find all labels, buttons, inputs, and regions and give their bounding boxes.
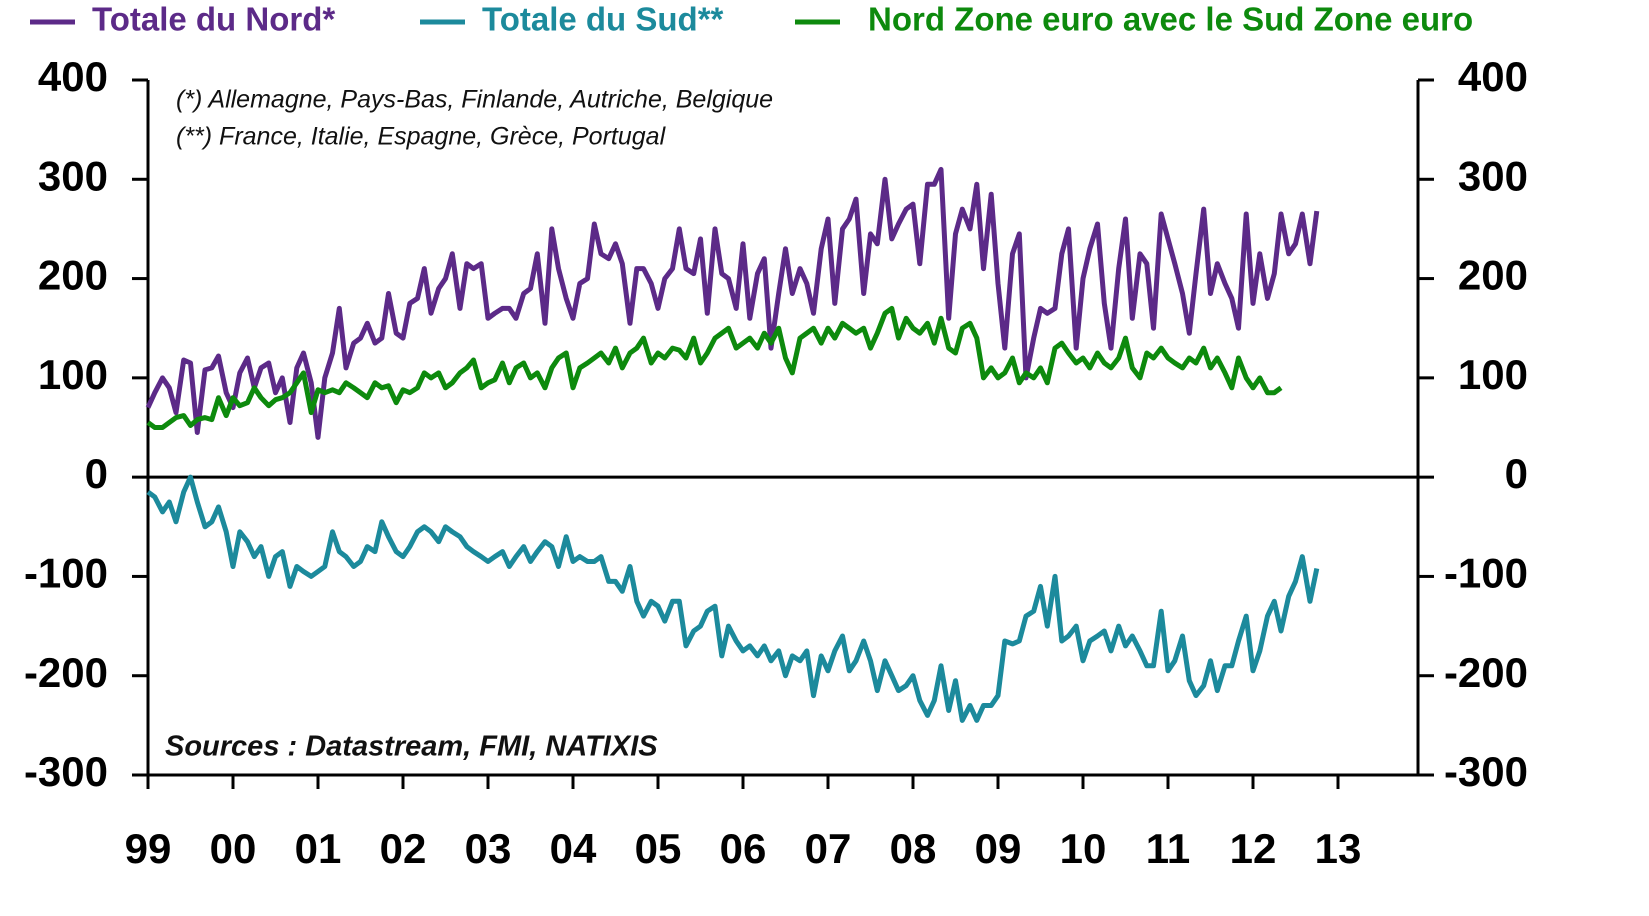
y-tick-label: 200 <box>38 252 108 299</box>
x-tick-label: 11 <box>1146 825 1190 872</box>
y2-tick-label: -200 <box>1444 649 1528 696</box>
annotation: (*) Allemagne, Pays-Bas, Finlande, Autri… <box>176 86 773 114</box>
y2-tick-label: 0 <box>1505 450 1528 497</box>
series-line <box>146 474 1320 723</box>
y-tick-label: 100 <box>38 351 108 398</box>
x-tick-label: 02 <box>380 825 427 872</box>
series-line <box>146 305 1283 430</box>
x-tick-label: 06 <box>720 825 767 872</box>
x-tick-label: 07 <box>805 825 852 872</box>
x-tick-label: 12 <box>1230 825 1277 872</box>
x-tick-label: 01 <box>295 825 342 872</box>
x-tick-label: 10 <box>1060 825 1107 872</box>
x-tick-label: 05 <box>635 825 682 872</box>
x-tick-label: 08 <box>890 825 937 872</box>
series-line <box>145 166 1320 440</box>
y-tick-label: -200 <box>24 649 108 696</box>
y2-tick-label: 200 <box>1458 252 1528 299</box>
y2-tick-label: -300 <box>1444 748 1528 795</box>
y-tick-label: 400 <box>38 53 108 100</box>
x-tick-label: 13 <box>1315 825 1362 872</box>
legend-label: Totale du Sud** <box>482 1 724 38</box>
legend-label: Totale du Nord* <box>92 1 335 38</box>
annotation: (**) France, Italie, Espagne, Grèce, Por… <box>176 123 667 151</box>
source-note: Sources : Datastream, FMI, NATIXIS <box>165 731 658 763</box>
x-tick-label: 03 <box>465 825 512 872</box>
y2-tick-label: 100 <box>1458 351 1528 398</box>
y2-tick-label: 300 <box>1458 152 1528 199</box>
y-tick-label: -300 <box>24 748 108 795</box>
x-tick-label: 99 <box>125 825 172 872</box>
y2-tick-label: -100 <box>1444 550 1528 597</box>
y-tick-label: -100 <box>24 550 108 597</box>
y2-tick-label: 400 <box>1458 53 1528 100</box>
y-tick-label: 300 <box>38 152 108 199</box>
legend-label: Nord Zone euro avec le Sud Zone euro <box>868 1 1473 38</box>
x-tick-label: 00 <box>210 825 257 872</box>
x-tick-label: 04 <box>550 825 597 872</box>
y-tick-label: 0 <box>85 450 108 497</box>
x-tick-label: 09 <box>975 825 1022 872</box>
